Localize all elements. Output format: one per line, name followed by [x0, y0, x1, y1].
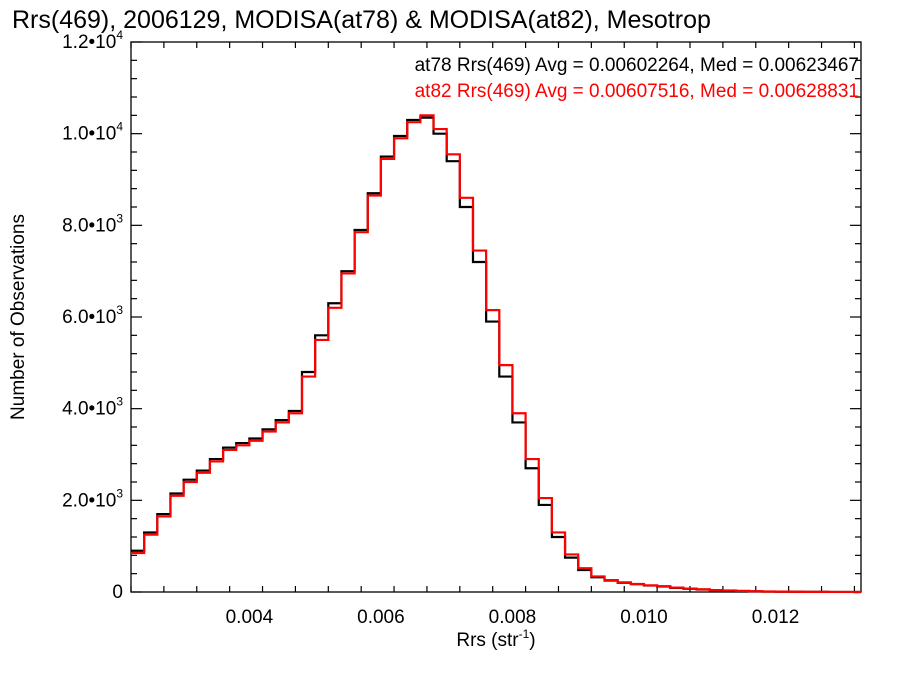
y-tick-label: 1.0•104	[62, 120, 123, 145]
y-tick-labels: 0 2.0•103 4.0•103 6.0•103 8.0•103 1.0•104 1.2•…	[62, 28, 123, 603]
y-tick-label: 2.0•103	[62, 486, 123, 511]
x-tick-label: 0.004	[226, 607, 274, 628]
series-line-0	[131, 116, 861, 594]
x-tick-label: 0.006	[357, 607, 405, 628]
plot-frame	[130, 41, 862, 593]
y-tick-label: 8.0•103	[62, 211, 123, 236]
x-tick-labels: 0.004 0.006 0.008 0.010 0.012	[226, 607, 800, 628]
y-tick-label: 6.0•103	[62, 303, 123, 328]
annotation-at78: at78 Rrs(469) Avg = 0.00602264, Med = 0.…	[415, 55, 859, 76]
x-tick-label: 0.012	[752, 607, 800, 628]
y-axis-label: Number of Observations	[8, 214, 29, 420]
series-line-1	[131, 114, 861, 594]
series-layer	[131, 114, 861, 594]
y-tick-label: 0	[112, 582, 123, 603]
y-tick-label: 1.2•104	[62, 28, 123, 53]
chart-title: Rrs(469), 2006129, MODISA(at78) & MODISA…	[12, 6, 711, 34]
x-tick-label: 0.008	[489, 607, 537, 628]
annotation-at82: at82 Rrs(469) Avg = 0.00607516, Med = 0.…	[415, 81, 859, 102]
x-axis-label: Rrs (str-1)	[456, 627, 535, 651]
y-tick-label: 4.0•103	[62, 395, 123, 420]
axis-ticks	[130, 41, 861, 593]
x-tick-label: 0.010	[620, 607, 668, 628]
